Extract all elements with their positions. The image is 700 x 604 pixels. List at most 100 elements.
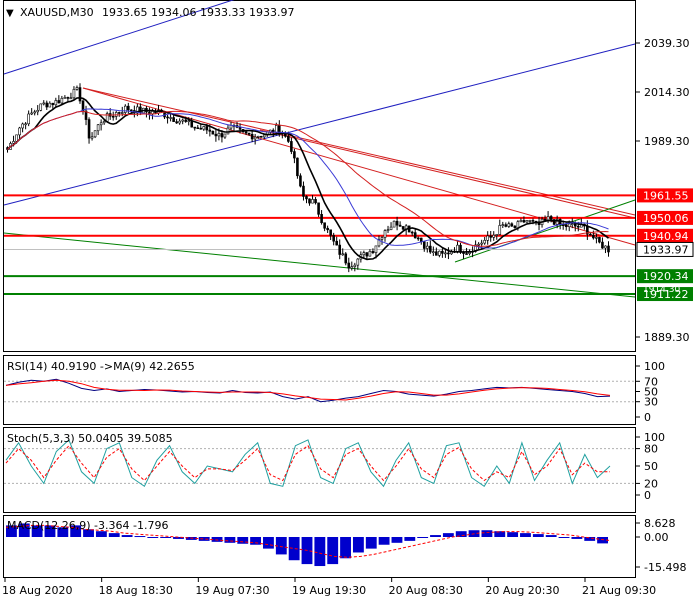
candle-body <box>196 127 200 130</box>
candle-body <box>184 119 187 122</box>
candle-body <box>102 121 106 124</box>
level-label: 1961.55 <box>643 189 689 202</box>
level-label-hidden: 1914.30 <box>643 285 680 295</box>
candle-body <box>504 224 508 227</box>
candle-body <box>498 225 502 235</box>
candle-body <box>595 237 598 239</box>
candle-body <box>199 127 203 130</box>
rsi-tick-label: 0 <box>644 411 651 424</box>
candle-body <box>72 89 76 99</box>
level-label-bg <box>637 228 693 243</box>
candle-body <box>371 251 375 254</box>
candle-body <box>302 185 305 197</box>
candle-body <box>247 132 251 135</box>
price-panel <box>3 0 636 352</box>
candle-body <box>166 116 169 119</box>
candle-body <box>57 100 61 104</box>
stoch-tick-label: 20 <box>644 477 658 490</box>
macd-bar <box>173 537 184 539</box>
macd-label: MACD(12,26,9) -3.364 -1.796 <box>7 519 168 532</box>
candle-body <box>389 226 393 230</box>
candle-body <box>78 87 82 102</box>
candle-body <box>308 198 311 204</box>
candle-body <box>193 126 197 129</box>
candle-body <box>353 264 357 267</box>
candle-body <box>305 196 308 200</box>
candle-body <box>12 141 15 144</box>
candle-body <box>447 252 450 255</box>
stoch-tick-label: 0 <box>644 489 651 502</box>
price-tick-label: 1989.30 <box>644 135 690 148</box>
candle-body <box>111 115 115 118</box>
macd-tick-label: 0.00 <box>644 531 669 544</box>
candle-body <box>317 202 320 215</box>
candle-body <box>181 119 184 122</box>
stoch-tick-label: 80 <box>644 443 658 456</box>
candle-body <box>287 135 290 142</box>
candle-body <box>24 123 27 126</box>
macd-bar <box>198 537 210 541</box>
level-label: 1920.34 <box>643 270 689 283</box>
macd-tick-label: 8.628 <box>644 517 676 530</box>
candle-body <box>570 223 574 225</box>
macd-bar <box>327 537 339 565</box>
candle-body <box>178 120 181 124</box>
candle-body <box>422 241 426 249</box>
candle-body <box>501 224 505 226</box>
candle-body <box>480 242 483 245</box>
stoch-panel <box>3 427 636 513</box>
candle-body <box>93 130 97 138</box>
time-tick-label: 18 Aug 2020 <box>2 584 72 597</box>
level-label: 1940.94 <box>643 230 689 243</box>
candle-body <box>543 218 547 221</box>
candle-body <box>217 133 221 137</box>
macd-bar <box>314 537 326 567</box>
candle-body <box>117 112 121 114</box>
candle-body <box>293 151 296 159</box>
macd-bar <box>147 537 159 538</box>
macd-bar <box>211 537 223 542</box>
red-trendline-2 <box>82 87 636 216</box>
candle-body <box>33 111 36 114</box>
candle-body <box>441 250 444 254</box>
time-tick-label: 20 Aug 08:30 <box>389 584 463 597</box>
candle-body <box>561 224 565 226</box>
candle-body <box>374 245 378 254</box>
candle-body <box>51 102 55 106</box>
candle-body <box>290 141 293 152</box>
macd-bar <box>263 537 274 549</box>
candle-body <box>356 258 360 266</box>
macd-bar <box>160 537 172 538</box>
candle-body <box>546 216 550 221</box>
time-tick-label: 20 Aug 20:30 <box>485 584 559 597</box>
candle-body <box>211 131 215 135</box>
candle-body <box>564 224 568 228</box>
level-label-bg <box>637 287 693 302</box>
macd-bar <box>95 531 107 537</box>
candle-body <box>377 238 381 247</box>
candle-body <box>60 98 64 104</box>
candle-body <box>576 225 580 228</box>
candle-body <box>259 135 263 138</box>
candle-body <box>244 131 248 134</box>
candle-body <box>172 117 175 122</box>
macd-bar <box>417 537 429 538</box>
rsi-layer <box>4 378 635 403</box>
macd-bar <box>57 527 69 537</box>
candle-body <box>130 109 133 112</box>
price-layer <box>3 0 636 298</box>
candle-body <box>202 126 206 130</box>
macd-bar <box>597 537 608 544</box>
candle-body <box>558 219 562 225</box>
candle-body <box>416 237 420 240</box>
candle-body <box>347 262 351 269</box>
ma-fast-line <box>6 96 610 261</box>
candle-body <box>214 133 218 137</box>
candle-body <box>75 87 79 90</box>
candle-body <box>350 266 354 269</box>
candle-body <box>398 224 402 227</box>
collapse-arrow-icon[interactable]: ▼ <box>6 8 14 19</box>
level-label-bg <box>637 210 693 225</box>
candle-body <box>489 235 493 238</box>
